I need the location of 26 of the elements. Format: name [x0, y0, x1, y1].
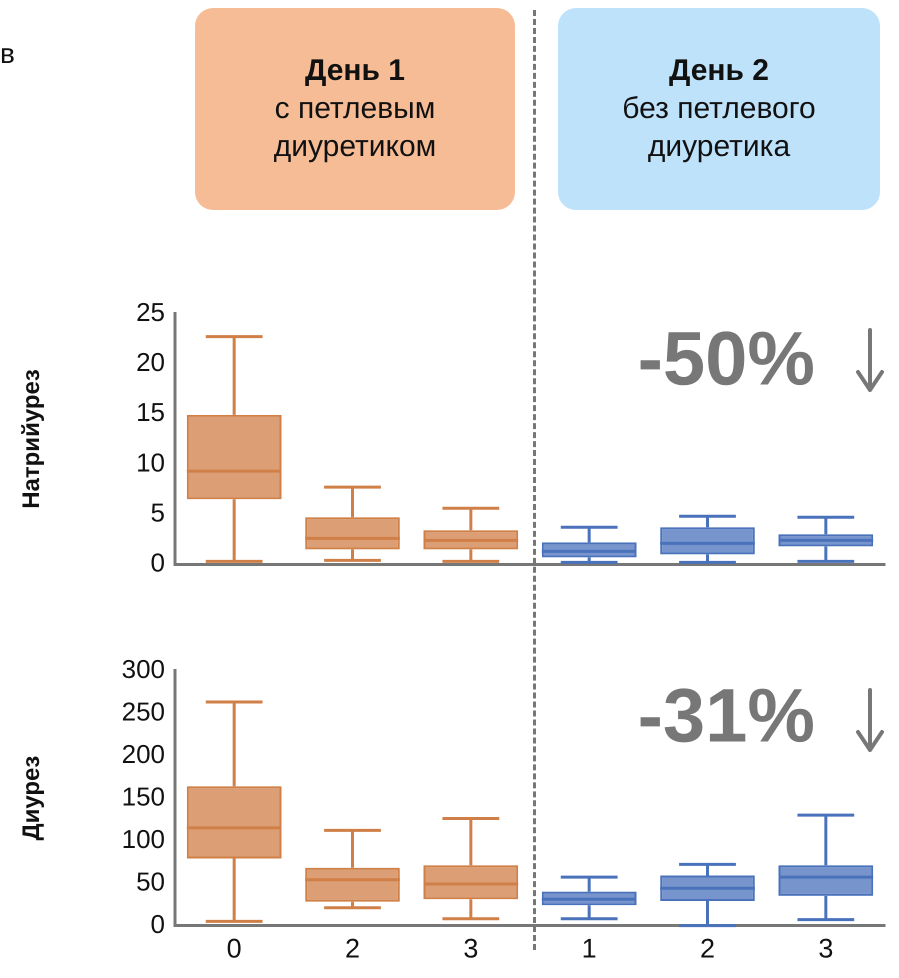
- x-tick-label: 3: [463, 933, 478, 964]
- y-tick-label: 15: [136, 397, 165, 428]
- y-tick-label: 25: [136, 296, 165, 327]
- x-tick-label: 0: [226, 933, 242, 964]
- y-tick-label: 20: [136, 346, 165, 377]
- text: в: [0, 38, 15, 70]
- y-axis-title: Диурез: [18, 756, 46, 841]
- y-tick-label: 100: [122, 824, 165, 854]
- y-tick-label: 50: [136, 866, 165, 896]
- y-tick-label: 0: [150, 548, 165, 578]
- y-tick-label: 150: [122, 781, 165, 812]
- x-tick-label: 2: [700, 933, 716, 964]
- x-tick-label: 3: [818, 933, 834, 964]
- x-tick-label: 2: [344, 933, 360, 964]
- y-tick-label: 250: [122, 696, 165, 726]
- header-card: День 1 с петлевым диуретиком: [195, 8, 515, 210]
- y-tick-label: 300: [122, 654, 165, 684]
- y-tick-label: 0: [150, 908, 165, 939]
- y-axis-title: Натрийурез: [18, 369, 46, 509]
- y-tick-label: 5: [150, 497, 165, 528]
- y-tick-label: 10: [136, 447, 165, 478]
- x-tick-label: 1: [582, 933, 597, 964]
- header-card: День 2 без петлевого диуретика: [558, 8, 880, 210]
- y-tick-label: 200: [122, 738, 165, 769]
- annotation: -31%: [638, 674, 815, 759]
- annotation: -50%: [638, 316, 815, 402]
